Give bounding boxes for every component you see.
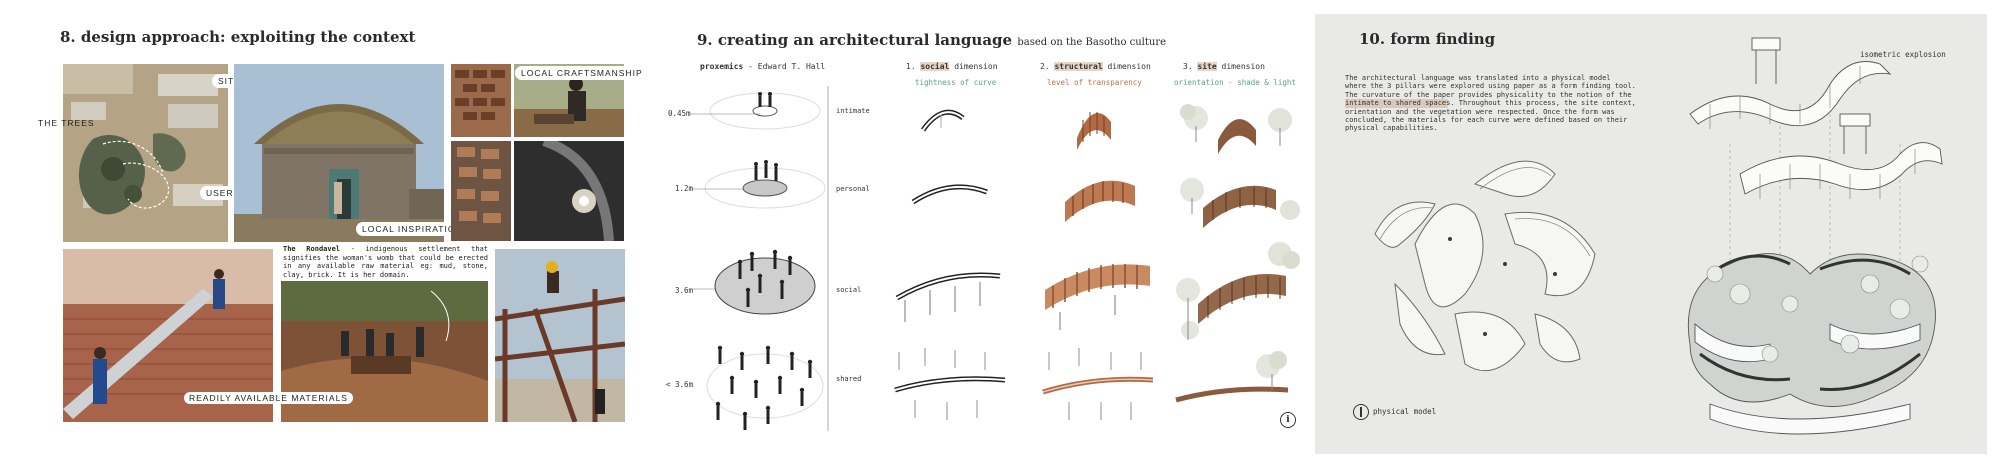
aerial-site-photo xyxy=(63,64,228,242)
col-structural-sub: level of transparency xyxy=(1047,78,1142,87)
para-line-4: intimate to shared spaces. Throughout th… xyxy=(1345,99,1665,108)
welding-photo xyxy=(514,141,624,241)
site-curve-intimate xyxy=(1180,104,1292,154)
structural-curve-intimate xyxy=(1077,112,1111,150)
label-inspiration: LOCAL INSPIRATION xyxy=(356,222,469,236)
form-finding-paragraph: The architectural language was translate… xyxy=(1345,74,1665,133)
row-label-shared: shared xyxy=(836,375,862,383)
proxemics-bold: proxemics xyxy=(700,62,744,71)
label-trees: THE TREES xyxy=(38,118,95,128)
brick-wall-photo xyxy=(451,64,511,137)
section10-title: 10. form finding xyxy=(1359,30,1496,48)
social-curve-personal xyxy=(911,184,988,205)
para-line-1: The architectural language was translate… xyxy=(1345,74,1611,82)
proxemics-personal xyxy=(690,160,826,209)
proxemics-diagram xyxy=(690,86,829,431)
rondavel-description: The Rondavel - indigenous settlement tha… xyxy=(283,245,488,279)
structural-dimension-column xyxy=(1042,112,1154,420)
col-site-heading: 3. site dimension xyxy=(1183,62,1265,71)
proxemics-rest: - Edward T. Hall xyxy=(743,62,826,71)
isometric-explosion xyxy=(1687,37,1943,435)
col-social-sub: tightness of curve xyxy=(915,78,997,87)
site-curve-personal xyxy=(1180,178,1300,228)
social-curve-social xyxy=(895,272,1001,322)
section8-title: 8. design approach: exploiting the conte… xyxy=(60,28,416,46)
mid-layer xyxy=(1739,142,1943,199)
para-line-3: The curvature of the paper provides phys… xyxy=(1345,90,1632,99)
para-line-2: where the 3 pillars were explored using … xyxy=(1345,82,1636,91)
vegetation xyxy=(1706,255,1929,363)
form-finding-panel: 10. form finding The architectural langu… xyxy=(1315,14,1987,454)
site-dimension-column xyxy=(1175,104,1300,403)
row-label-intimate: intimate xyxy=(836,107,870,115)
col-site-sub: orientation - shade & light xyxy=(1174,78,1296,87)
physical-model-label: physical model xyxy=(1373,407,1437,416)
social-curve-intimate xyxy=(920,109,965,132)
col-structural-heading: 2. structural dimension xyxy=(1040,62,1151,71)
distance-label-personal: 1.2m xyxy=(675,184,694,193)
social-curve-shared xyxy=(894,348,1006,420)
proxemics-intimate xyxy=(690,92,821,130)
physical-model xyxy=(1374,160,1596,372)
roof-layer xyxy=(1689,37,1892,154)
para-line-5: orientation and the vegetation were resp… xyxy=(1345,107,1615,116)
social-dimension-column xyxy=(894,109,1006,420)
compass-icon xyxy=(1353,404,1369,420)
proxemics-social xyxy=(690,249,816,315)
proxemics-shared xyxy=(706,345,824,430)
row-label-social: social xyxy=(836,286,862,294)
distance-label-social: 3.6m xyxy=(675,286,694,295)
site-curve-social xyxy=(1176,242,1300,340)
rondavel-title: The Rondavel xyxy=(283,245,341,253)
para-line-7: physical capabilities. xyxy=(1345,124,1438,133)
rondavel-text: - indigenous settlement that signifies t… xyxy=(283,245,488,279)
brick-detail-photo xyxy=(451,141,511,241)
timber-frame-photo xyxy=(495,249,625,422)
col-social-heading: 1. social dimension xyxy=(906,62,998,71)
structural-curve-personal xyxy=(1065,180,1135,222)
section9-subtitle: based on the Basotho culture xyxy=(1017,37,1167,48)
ground-layer xyxy=(1687,253,1936,435)
section9-title: 9. creating an architectural language ba… xyxy=(697,31,1166,49)
para-line-6: concluded, the materials for each curve … xyxy=(1345,116,1628,125)
row-label-personal: personal xyxy=(836,185,870,193)
label-materials: READILY AVAILABLE MATERIALS xyxy=(184,392,353,404)
distance-label-intimate: 0.45m xyxy=(668,109,691,118)
label-craftsmanship: LOCAL CRAFTSMANSHIP xyxy=(515,66,649,80)
isometric-label: isometric explosion xyxy=(1860,50,1946,59)
section9-title-text: 9. creating an architectural language xyxy=(697,31,1013,49)
rondavel-photo xyxy=(234,64,444,242)
structural-curve-shared xyxy=(1042,348,1154,420)
proxemics-heading: proxemics - Edward T. Hall xyxy=(700,62,825,71)
info-icon[interactable]: i xyxy=(1280,412,1296,428)
site-curve-shared xyxy=(1175,351,1289,403)
distance-label-shared: < 3.6m xyxy=(666,380,694,389)
structural-curve-social xyxy=(1045,264,1150,330)
